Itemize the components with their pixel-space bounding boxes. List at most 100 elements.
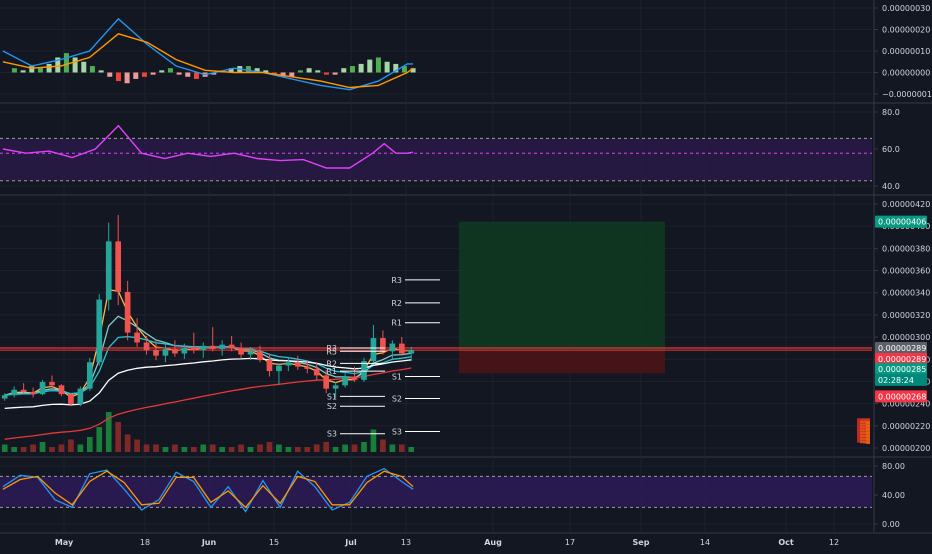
y-tick-label: 0.00000240 — [882, 400, 930, 409]
candle-body — [200, 345, 207, 351]
price-badge — [875, 215, 927, 228]
y-tick-label: 0.00000000 — [882, 69, 930, 78]
y-tick-label: −0.00000010 — [882, 90, 932, 99]
pivot-label: R2 — [326, 359, 337, 368]
macd-histogram-bar — [384, 61, 390, 73]
price-badge — [875, 390, 927, 403]
volume-bar — [332, 447, 339, 452]
candle-body — [257, 351, 263, 361]
volume-bar — [153, 444, 159, 452]
macd-histogram-bar — [375, 57, 381, 73]
price-badge-label: 0.00000268 — [878, 392, 926, 401]
stoch-band-fill — [0, 476, 872, 508]
y-tick-label: 0.00000320 — [882, 311, 930, 320]
volume-bar — [20, 447, 27, 452]
macd-histogram-bar — [358, 63, 364, 73]
volume-bar — [190, 447, 197, 452]
candle-body — [162, 349, 169, 356]
candle-body — [49, 382, 55, 386]
candle-body — [105, 241, 112, 300]
x-tick-label: Sep — [633, 538, 650, 547]
macd-histogram-bar — [150, 72, 156, 75]
candle-body — [247, 351, 254, 355]
rsi-line — [2, 124, 414, 169]
macd-histogram-bar — [37, 68, 43, 73]
pivot-label: S1 — [392, 373, 402, 382]
y-tick-label: 0.00000010 — [882, 47, 930, 56]
volume-bar — [124, 434, 131, 452]
macd-histogram-bar — [20, 70, 26, 73]
candle-body — [342, 376, 348, 386]
pivot-label: R1 — [391, 319, 402, 328]
volume-bar — [86, 437, 93, 452]
pivot-label: S3 — [327, 430, 337, 439]
volume-bar — [342, 444, 348, 452]
y-tick-label: 0.00000300 — [882, 333, 930, 342]
candle-body — [219, 344, 226, 350]
macd-histogram-bar — [107, 72, 113, 77]
macd-histogram-bar — [341, 68, 347, 73]
volume-bar — [105, 412, 112, 452]
position-profit-zone[interactable] — [459, 221, 665, 351]
candle-body — [190, 347, 197, 351]
macd-histogram-bar — [254, 68, 260, 73]
ema-cyan-line — [4, 335, 412, 396]
candle-body — [153, 350, 159, 356]
volume-bar — [304, 447, 311, 452]
position-loss-zone[interactable] — [459, 350, 665, 374]
macd-histogram-bar — [72, 57, 78, 73]
volume-profile-bar — [857, 418, 870, 422]
price-badge — [875, 341, 927, 354]
volume-bar — [398, 444, 405, 452]
macd-histogram-bar — [315, 70, 321, 73]
y-tick-label: 0.00000200 — [882, 444, 930, 453]
volume-bar — [134, 439, 140, 452]
macd-histogram-bar — [89, 66, 95, 73]
volume-bar — [172, 444, 178, 452]
candle-body — [39, 382, 46, 395]
candle-body — [134, 332, 140, 343]
candle-body — [351, 376, 358, 380]
macd-histogram-bar — [11, 68, 17, 73]
pivot-label: S2 — [392, 395, 402, 404]
volume-bar — [228, 447, 235, 452]
macd-histogram-bar — [401, 66, 407, 73]
price-badge — [875, 373, 927, 386]
candle-body — [408, 350, 415, 354]
macd-histogram-bar — [280, 72, 286, 77]
y-tick-label: 80.00 — [882, 462, 905, 471]
macd-histogram-bar — [306, 68, 312, 73]
candle-body — [313, 368, 320, 376]
candle-body — [11, 389, 18, 396]
candle-body — [115, 241, 122, 292]
macd-histogram-bar — [29, 66, 35, 73]
volume-bar — [370, 429, 377, 452]
volume-bar — [351, 444, 358, 452]
y-tick-label: 0.00 — [882, 520, 900, 529]
macd-histogram-bar — [289, 72, 295, 77]
y-tick-label: 0.00000220 — [882, 422, 930, 431]
volume-bar — [408, 447, 415, 452]
macd-histogram-bar — [63, 53, 69, 73]
x-tick-label: 15 — [269, 538, 279, 547]
candle-body — [332, 385, 339, 389]
x-tick-label: 17 — [565, 538, 575, 547]
volume-bar — [58, 444, 65, 452]
volume-bar — [162, 447, 169, 452]
macd-histogram-bar — [124, 72, 130, 84]
macd-histogram-bar — [176, 72, 182, 75]
price-badge — [875, 362, 927, 375]
macd-histogram-bar — [141, 72, 147, 77]
pivot-label: R5 — [326, 347, 337, 356]
y-tick-label: 0.00000020 — [882, 26, 930, 35]
price-badge — [875, 352, 927, 365]
volume-bar — [219, 447, 226, 452]
pivot-label: R1 — [326, 367, 337, 376]
x-tick-label: May — [55, 538, 74, 547]
macd-histogram-bar — [228, 68, 234, 73]
stoch-k-line — [2, 467, 414, 513]
candle-body — [143, 342, 150, 351]
macd-histogram-bar — [81, 61, 87, 73]
